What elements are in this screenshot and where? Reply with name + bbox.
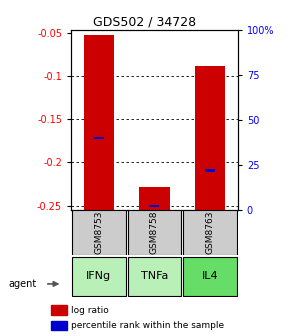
Text: agent: agent [9, 279, 37, 289]
Bar [195, 66, 225, 210]
Bar [149, 205, 160, 208]
Bar [128, 257, 181, 296]
Text: TNFa: TNFa [141, 271, 168, 281]
Bar [139, 187, 170, 210]
Bar [94, 137, 104, 139]
Text: log ratio: log ratio [71, 306, 109, 315]
Text: IL4: IL4 [202, 271, 218, 281]
Bar [72, 257, 126, 296]
Text: GSM8763: GSM8763 [206, 211, 215, 254]
Text: IFNg: IFNg [86, 271, 111, 281]
Bar [128, 210, 181, 255]
Bar [84, 35, 114, 210]
Bar [72, 210, 126, 255]
Text: GDS502 / 34728: GDS502 / 34728 [93, 15, 197, 28]
Bar [51, 305, 67, 315]
Bar [205, 169, 215, 172]
Bar [183, 210, 237, 255]
Text: GSM8753: GSM8753 [94, 211, 103, 254]
Bar [51, 321, 67, 330]
Bar [183, 257, 237, 296]
Text: percentile rank within the sample: percentile rank within the sample [71, 321, 224, 330]
Text: GSM8758: GSM8758 [150, 211, 159, 254]
